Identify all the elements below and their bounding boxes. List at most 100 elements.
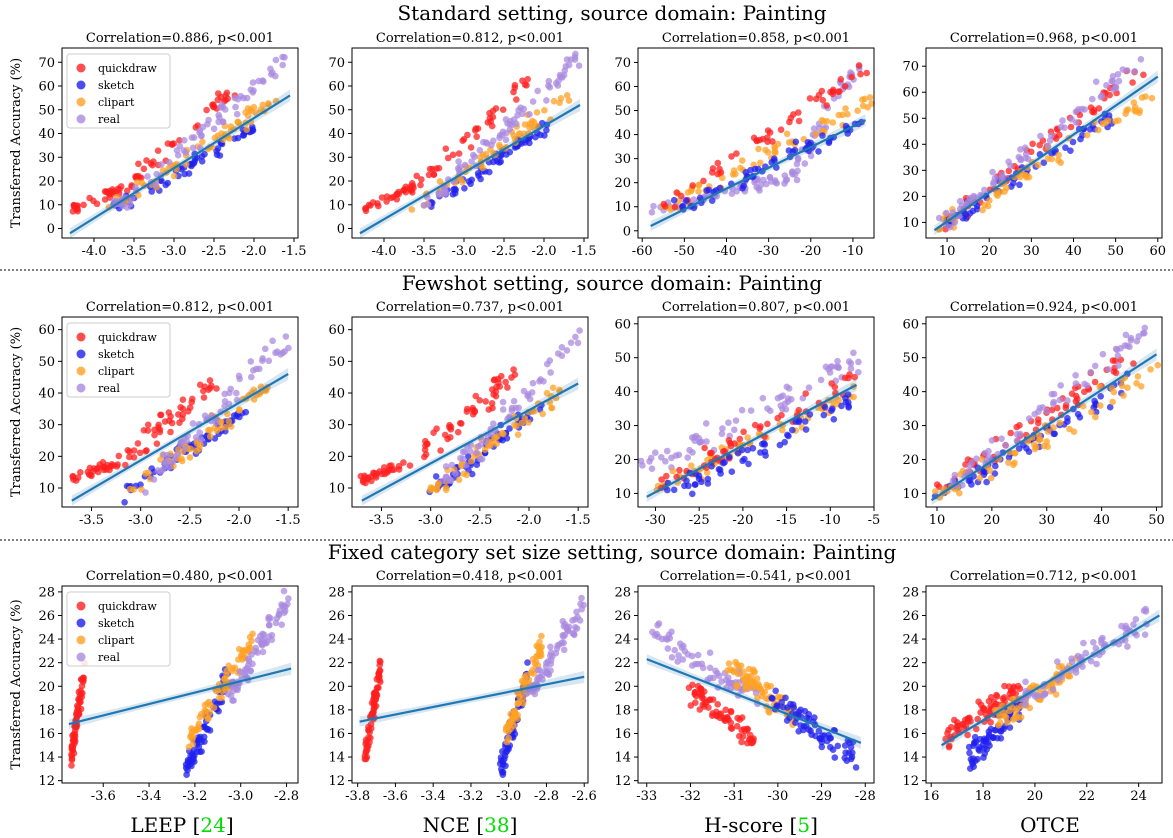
data-point-clipart: [1044, 443, 1051, 451]
data-point-real: [478, 441, 485, 448]
data-point-sketch: [800, 726, 807, 734]
data-point-real: [197, 436, 205, 443]
y-tick-label: 28: [38, 585, 55, 600]
data-point-quickdraw: [176, 137, 183, 144]
data-point-quickdraw: [437, 447, 444, 454]
data-point-sketch: [1077, 135, 1084, 143]
data-point-real: [547, 649, 555, 656]
data-point-real: [1109, 77, 1117, 85]
regression-line: [359, 675, 585, 723]
y-tick-label: 70: [614, 56, 631, 71]
data-point-real: [959, 481, 966, 489]
data-point-quickdraw: [671, 203, 679, 211]
data-point-real: [779, 392, 787, 400]
data-point-real: [128, 195, 136, 202]
data-point-real: [1114, 352, 1122, 360]
data-point-clipart: [467, 458, 475, 465]
data-point-clipart: [688, 462, 695, 470]
data-point-real: [277, 351, 284, 358]
x-tick-label: 10: [939, 244, 956, 259]
data-point-real: [265, 357, 273, 365]
data-point-real: [281, 607, 289, 615]
data-point-quickdraw: [372, 474, 380, 481]
y-tick-label: 30: [614, 419, 631, 434]
y-tick-label: 22: [328, 656, 345, 671]
x-tick-label: 30: [1038, 513, 1055, 528]
data-point-real: [1124, 625, 1131, 633]
data-point-sketch: [974, 755, 981, 763]
x-tick-label: -3.4: [137, 789, 162, 804]
data-point-real: [508, 404, 516, 412]
data-point-real: [725, 419, 732, 427]
row-titles: Standard setting, source domain: Paintin…: [328, 1, 897, 564]
data-point-real: [554, 350, 562, 357]
data-point-quickdraw: [179, 411, 187, 418]
data-point-sketch: [789, 426, 796, 434]
data-point-clipart: [695, 182, 702, 189]
data-point-sketch: [834, 742, 842, 750]
data-point-quickdraw: [738, 714, 746, 721]
data-point-real: [142, 489, 149, 496]
data-point-clipart: [514, 700, 521, 708]
data-point-real: [1093, 660, 1100, 668]
data-point-real: [672, 452, 680, 459]
data-point-quickdraw: [115, 452, 123, 460]
data-point-quickdraw: [1048, 406, 1056, 414]
data-point-quickdraw: [1036, 141, 1043, 149]
data-point-clipart: [212, 687, 220, 695]
y-tick-label: 28: [328, 585, 345, 600]
x-tick-label: -3.2: [458, 789, 483, 804]
data-point-real: [224, 690, 232, 698]
data-point-real: [499, 128, 507, 136]
data-point-clipart: [533, 642, 540, 650]
data-point-sketch: [1023, 445, 1030, 452]
y-tick-label: 24: [38, 633, 55, 648]
data-point-real: [728, 684, 735, 692]
data-point-clipart: [228, 667, 236, 675]
data-point-clipart: [932, 488, 939, 495]
data-point-real: [226, 389, 233, 397]
data-point-sketch: [821, 404, 829, 411]
data-point-real: [935, 214, 943, 222]
data-point-clipart: [170, 172, 178, 180]
data-point-clipart: [1136, 109, 1143, 117]
data-point-quickdraw: [375, 684, 382, 692]
data-point-real: [1037, 132, 1044, 140]
data-point-quickdraw: [86, 194, 93, 202]
data-point-sketch: [234, 134, 242, 142]
data-point-clipart: [427, 484, 435, 491]
data-point-sketch: [521, 139, 529, 146]
data-point-quickdraw: [363, 743, 371, 750]
data-point-quickdraw: [447, 434, 454, 441]
data-point-quickdraw: [751, 421, 759, 429]
data-point-real: [1054, 658, 1061, 665]
data-point-real: [567, 339, 575, 347]
data-point-real: [703, 438, 710, 445]
data-point-real: [1099, 350, 1107, 358]
data-point-clipart: [211, 424, 218, 432]
data-point-real: [260, 78, 267, 85]
data-point-clipart: [539, 410, 546, 418]
data-point-clipart: [669, 467, 677, 475]
legend-box: [66, 53, 171, 129]
data-point-quickdraw: [114, 461, 121, 468]
data-point-real: [998, 435, 1005, 443]
scatter-panel: Correlation=0.968, p<0.001 10 20 30 40 50 60 10…: [902, 31, 1166, 259]
data-point-quickdraw: [787, 114, 795, 122]
data-point-real: [801, 160, 809, 167]
data-point-sketch: [506, 425, 513, 432]
data-point-quickdraw: [1062, 404, 1070, 412]
data-point-sketch: [789, 701, 797, 708]
data-point-sketch: [797, 706, 804, 714]
axes-frame: [637, 316, 875, 508]
data-point-clipart: [250, 396, 258, 403]
y-tick-label: 0: [47, 222, 55, 237]
data-point-real: [650, 202, 657, 210]
data-point-real: [855, 358, 862, 366]
data-point-quickdraw: [395, 466, 403, 473]
data-point-real: [793, 176, 801, 184]
data-point-clipart: [1032, 443, 1040, 451]
data-point-real: [420, 202, 428, 209]
regression-line: [68, 667, 292, 726]
y-tick-label: 40: [328, 387, 345, 402]
